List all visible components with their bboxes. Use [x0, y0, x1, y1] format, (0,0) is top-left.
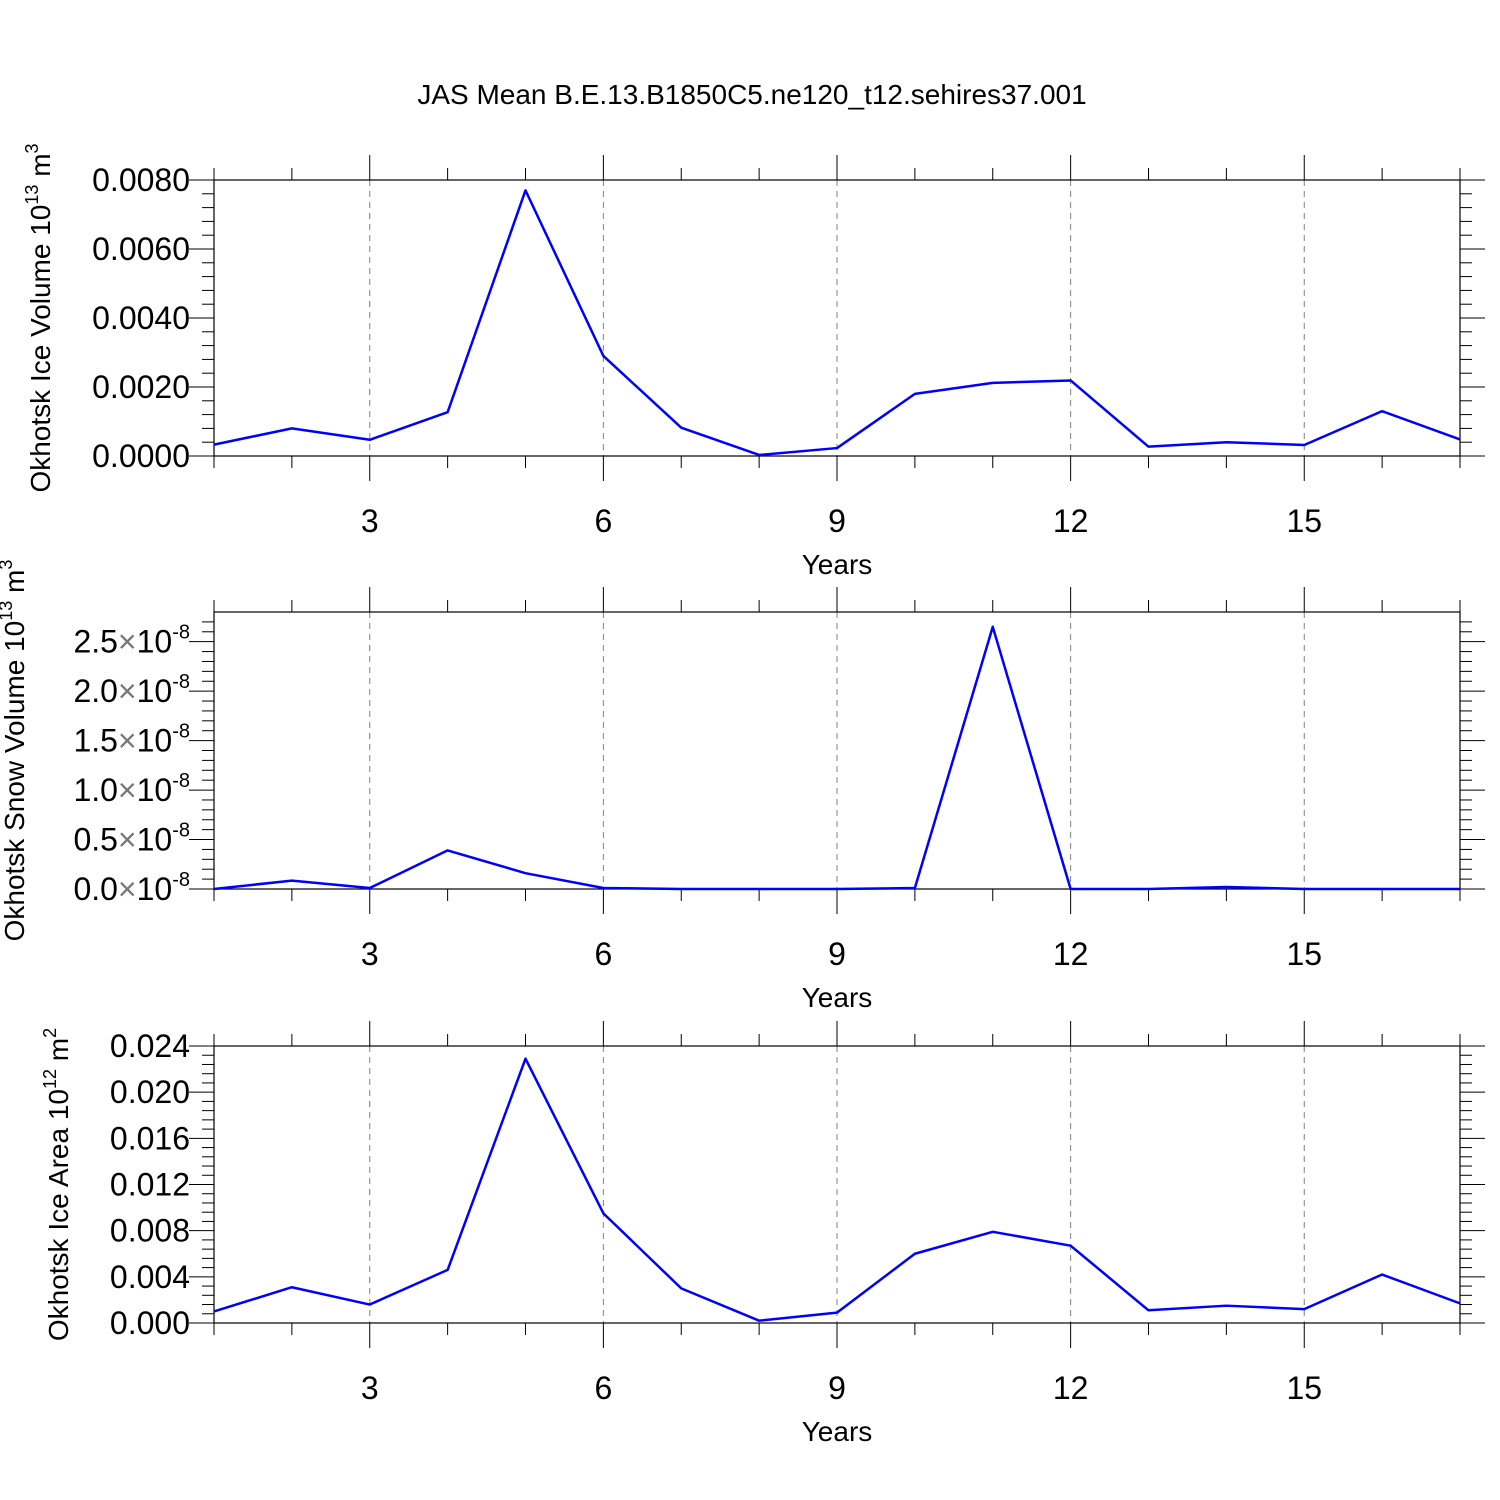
x-tick-label: 9: [828, 936, 846, 972]
x-tick-label: 12: [1053, 503, 1089, 539]
y-tick-label: 0.0×10-8: [73, 869, 190, 907]
y-tick-label: 0.004: [110, 1259, 190, 1295]
y-tick-label: 0.5×10-8: [73, 820, 190, 858]
y-tick-label: 0.0000: [92, 438, 190, 474]
x-axis-label: Years: [802, 982, 873, 1013]
x-tick-label: 6: [594, 1370, 612, 1406]
x-tick-label: 12: [1053, 1370, 1089, 1406]
y-tick-label: 0.0040: [92, 300, 190, 336]
y-tick-label: 2.5×10-8: [73, 622, 190, 660]
x-tick-label: 3: [361, 936, 379, 972]
y-tick-label: 0.000: [110, 1305, 190, 1341]
panel-2: 3 6 9 12 15 Years 0.0×10-8 0.5×10-8 1.0×10-8 1.5×…: [0, 560, 1485, 1013]
x-tick-label: 3: [361, 1370, 379, 1406]
series-line: [213, 189, 1461, 457]
y-tick-label: 0.0060: [92, 231, 190, 267]
y-tick-label: 0.0080: [92, 162, 190, 198]
x-tick-label: 12: [1053, 936, 1089, 972]
panel-1: 3 6 9 12 15 Years 0.0000 0.0020 0.0040 0.0060 0.00…: [22, 143, 1485, 580]
x-axis-label: Years: [802, 549, 873, 580]
series-line: [213, 625, 1460, 891]
y-tick-label: 0.012: [110, 1167, 190, 1203]
y-axis-label: Okhotsk Ice Volume 1013 m3: [22, 143, 56, 492]
x-tick-label: 6: [594, 936, 612, 972]
y-tick-label: 0.0020: [92, 369, 190, 405]
x-tick-label: 6: [594, 503, 612, 539]
chart-title: JAS Mean B.E.13.B1850C5.ne120_t12.sehire…: [417, 79, 1086, 110]
y-tick-label: 0.008: [110, 1213, 190, 1249]
y-tick-label: 1.5×10-8: [73, 721, 190, 759]
y-axis-label: Okhotsk Ice Area 1012 m2: [40, 1028, 74, 1341]
series-line: [213, 1057, 1461, 1322]
y-tick-label: 0.020: [110, 1074, 190, 1110]
x-tick-label: 15: [1286, 936, 1322, 972]
y-tick-label: 0.024: [110, 1028, 190, 1064]
y-axis-label: Okhotsk Snow Volume 1013 m3: [0, 560, 30, 942]
x-tick-label: 15: [1286, 503, 1322, 539]
x-tick-label: 9: [828, 503, 846, 539]
x-tick-label: 3: [361, 503, 379, 539]
y-tick-label: 1.0×10-8: [73, 770, 190, 808]
panel-3: 3 6 9 12 15 Years 0.000 0.004 0.008 0.012 0.016 0.0…: [40, 1021, 1485, 1447]
x-tick-label: 15: [1286, 1370, 1322, 1406]
x-axis-label: Years: [802, 1416, 873, 1447]
y-tick-label: 0.016: [110, 1120, 190, 1156]
panels: 3 6 9 12 15 Years 0.0000 0.0020 0.0040 0.0060 0.00…: [0, 143, 1485, 1447]
x-tick-label: 9: [828, 1370, 846, 1406]
y-tick-label: 2.0×10-8: [73, 671, 190, 709]
